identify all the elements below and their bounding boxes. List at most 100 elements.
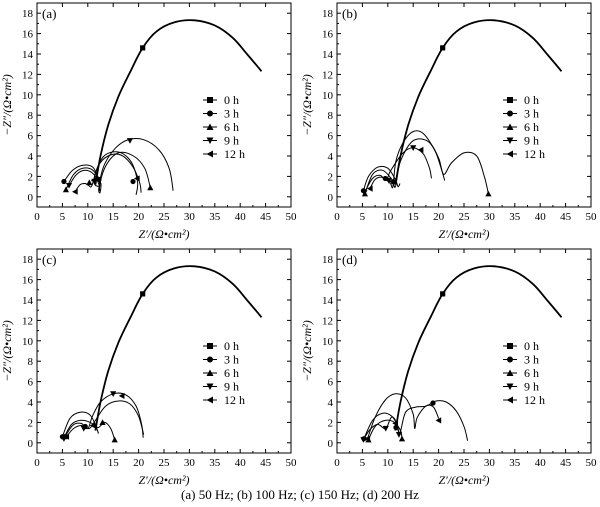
legend-marker-9h: [206, 137, 214, 144]
legend-label-0h: 0 h: [224, 339, 239, 353]
x-tick-label: 25: [459, 211, 471, 223]
legend-label-12h: 12 h: [224, 393, 245, 407]
series-line-6h: [364, 138, 489, 194]
y-tick-label: 16: [322, 275, 334, 287]
y-tick-label: 10: [322, 90, 334, 102]
legend-marker-6h: [206, 369, 214, 376]
series-line-9h: [363, 147, 432, 193]
y-tick-label: 0: [328, 438, 334, 450]
x-tick-label: 50: [286, 457, 298, 469]
y-tick-label: 4: [28, 151, 34, 163]
legend-label-0h: 0 h: [524, 93, 539, 107]
y-tick-label: 0: [328, 192, 334, 204]
legend-marker-9h: [206, 383, 214, 390]
x-tick-label: 25: [159, 211, 171, 223]
legend-marker-9h: [506, 137, 514, 144]
data-point-12h: [364, 435, 371, 442]
legend-marker-12h: [506, 396, 513, 404]
x-tick-label: 25: [459, 457, 471, 469]
x-tick-label: 50: [586, 211, 598, 223]
x-axis-label: Z′/(Ω•cm²): [438, 473, 489, 487]
data-point-6h: [62, 186, 70, 193]
x-axis-label: Z′/(Ω•cm²): [438, 227, 489, 241]
y-tick-label: 10: [22, 336, 34, 348]
series-line-3h: [362, 165, 401, 191]
legend-label-6h: 6 h: [224, 120, 239, 134]
y-tick-label: 6: [328, 377, 334, 389]
y-tick-label: 14: [22, 49, 34, 61]
y-tick-label: 6: [28, 377, 34, 389]
data-point-0h: [440, 291, 446, 297]
plot-frame: [336, 248, 592, 454]
legend-marker-3h: [507, 356, 513, 363]
data-point-9h: [410, 145, 417, 151]
legend-marker-0h: [207, 97, 213, 103]
x-tick-label: 40: [535, 211, 547, 223]
x-tick-label: 40: [235, 457, 247, 469]
legend-label-9h: 9 h: [524, 380, 539, 394]
legend-label-9h: 9 h: [224, 134, 239, 148]
data-point-3h: [61, 178, 67, 185]
y-tick-label: 2: [328, 417, 334, 429]
series-line-0h: [94, 19, 263, 185]
x-tick-label: 45: [560, 457, 572, 469]
legend-label-3h: 3 h: [224, 353, 239, 367]
data-point-12h: [417, 146, 424, 153]
data-point-3h: [430, 400, 436, 406]
y-tick-label: 14: [22, 295, 34, 307]
y-tick-label: 16: [322, 29, 334, 41]
series-line-9h: [68, 138, 174, 192]
legend-marker-9h: [506, 383, 514, 390]
data-point-3h: [130, 178, 136, 185]
legend-marker-6h: [206, 123, 214, 130]
figure-caption: (a) 50 Hz; (b) 100 Hz; (c) 150 Hz; (d) 2…: [181, 487, 419, 502]
data-point-0h: [440, 45, 446, 51]
y-tick-label: 18: [22, 254, 34, 266]
legend-label-9h: 9 h: [524, 134, 539, 148]
x-tick-label: 40: [535, 457, 547, 469]
x-tick-label: 30: [184, 457, 196, 469]
x-tick-label: 0: [334, 211, 340, 223]
data-point-9h: [382, 425, 389, 432]
data-point-12h: [118, 392, 125, 399]
legend-label-12h: 12 h: [524, 393, 545, 407]
x-tick-label: 35: [509, 457, 521, 469]
x-tick-label: 35: [509, 211, 521, 223]
series-line-9h: [63, 392, 144, 439]
data-point-6h: [111, 436, 118, 443]
legend-label-12h: 12 h: [224, 147, 245, 161]
plot-area: [360, 19, 563, 197]
y-tick-label: 2: [328, 171, 334, 183]
x-tick-label: 0: [34, 211, 40, 223]
x-tick-label: 5: [360, 211, 366, 223]
y-tick-label: 18: [322, 8, 334, 20]
data-point-6h: [147, 184, 154, 191]
x-tick-label: 25: [159, 457, 171, 469]
series-line-0h: [394, 19, 563, 185]
series-line-0h: [94, 265, 263, 431]
x-tick-label: 5: [360, 457, 366, 469]
x-tick-label: 5: [60, 211, 66, 223]
x-tick-label: 10: [382, 457, 394, 469]
plot-area: [59, 265, 263, 443]
x-tick-label: 15: [108, 457, 120, 469]
x-tick-label: 15: [408, 211, 420, 223]
panel-label: (a): [42, 6, 56, 21]
series-line-12h: [74, 153, 142, 193]
legend-marker-0h: [507, 97, 513, 103]
data-point-12h: [63, 433, 70, 440]
x-tick-label: 45: [260, 211, 272, 223]
legend-label-6h: 6 h: [224, 366, 239, 380]
y-tick-label: 12: [322, 69, 333, 81]
legend-marker-6h: [506, 123, 514, 130]
legend-label-0h: 0 h: [524, 339, 539, 353]
data-point-6h: [485, 190, 492, 197]
series-line-6h: [368, 419, 403, 440]
data-point-9h: [126, 138, 134, 144]
data-point-12h: [366, 185, 373, 192]
x-tick-label: 35: [209, 457, 221, 469]
y-tick-label: 10: [22, 90, 34, 102]
y-tick-label: 16: [22, 275, 34, 287]
series-line-3h: [61, 411, 99, 437]
